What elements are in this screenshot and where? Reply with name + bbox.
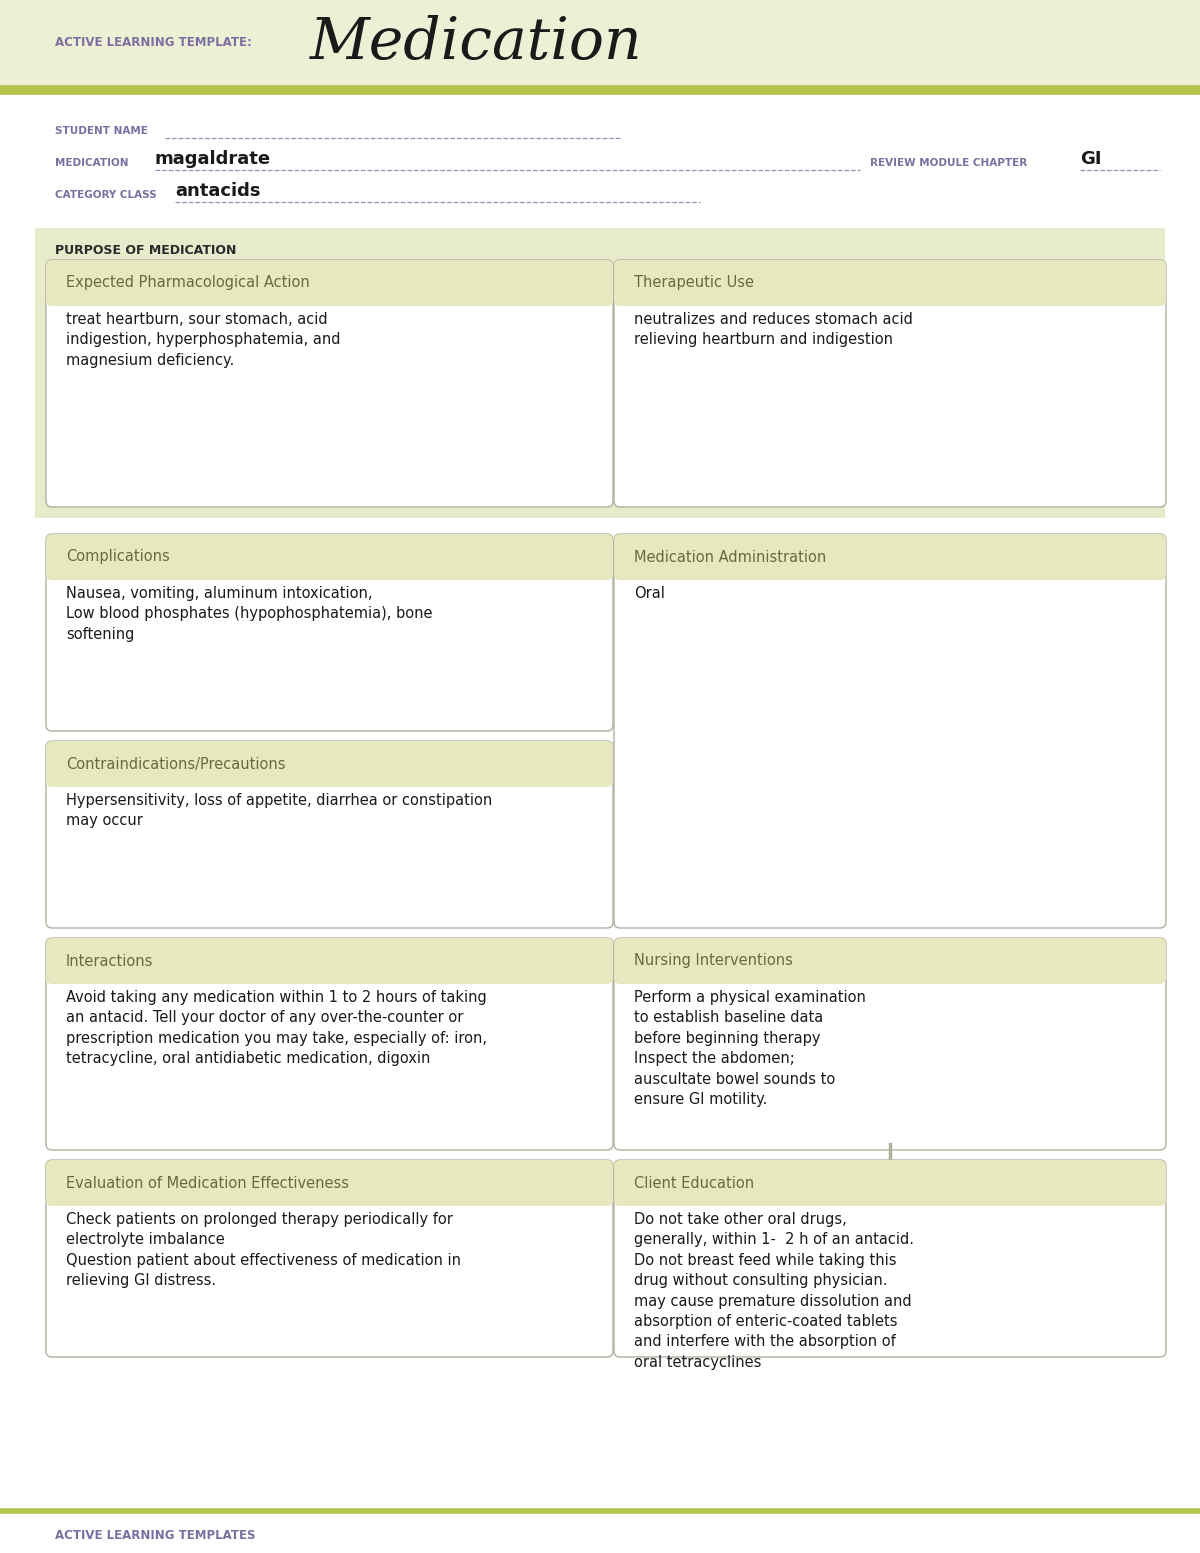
Text: antacids: antacids [175,182,260,200]
FancyBboxPatch shape [46,259,613,506]
Text: CATEGORY CLASS: CATEGORY CLASS [55,189,157,200]
FancyBboxPatch shape [620,540,1160,575]
FancyBboxPatch shape [52,1166,607,1200]
FancyBboxPatch shape [614,534,1166,579]
FancyBboxPatch shape [46,938,613,1151]
Text: ACTIVE LEARNING TEMPLATE:: ACTIVE LEARNING TEMPLATE: [55,37,252,50]
FancyBboxPatch shape [52,266,607,300]
Text: Medication: Medication [310,14,643,71]
Text: PURPOSE OF MEDICATION: PURPOSE OF MEDICATION [55,244,236,256]
Text: Medication Administration: Medication Administration [634,550,827,564]
Text: Nausea, vomiting, aluminum intoxication,
Low blood phosphates (hypophosphatemia): Nausea, vomiting, aluminum intoxication,… [66,585,432,641]
Text: Interactions: Interactions [66,954,154,969]
Text: Hypersensitivity, loss of appetite, diarrhea or constipation
may occur: Hypersensitivity, loss of appetite, diar… [66,794,492,828]
FancyBboxPatch shape [614,534,1166,929]
FancyBboxPatch shape [46,534,613,731]
Text: Check patients on prolonged therapy periodically for
electrolyte imbalance
Quest: Check patients on prolonged therapy peri… [66,1211,461,1287]
Text: REVIEW MODULE CHAPTER: REVIEW MODULE CHAPTER [870,158,1027,168]
FancyBboxPatch shape [0,0,1200,90]
FancyBboxPatch shape [620,266,1160,300]
Text: Therapeutic Use: Therapeutic Use [634,275,754,290]
FancyBboxPatch shape [52,747,607,781]
FancyBboxPatch shape [46,259,613,306]
FancyBboxPatch shape [620,1166,1160,1200]
Text: MEDICATION: MEDICATION [55,158,128,168]
FancyBboxPatch shape [46,1160,613,1357]
FancyBboxPatch shape [52,540,607,575]
FancyBboxPatch shape [614,938,1166,1151]
Text: Complications: Complications [66,550,169,564]
FancyBboxPatch shape [614,1160,1166,1207]
FancyBboxPatch shape [614,259,1166,306]
FancyBboxPatch shape [46,741,613,787]
Text: Contraindications/Precautions: Contraindications/Precautions [66,756,286,772]
Text: treat heartburn, sour stomach, acid
indigestion, hyperphosphatemia, and
magnesiu: treat heartburn, sour stomach, acid indi… [66,312,341,368]
Text: Expected Pharmacological Action: Expected Pharmacological Action [66,275,310,290]
Text: ACTIVE LEARNING TEMPLATES: ACTIVE LEARNING TEMPLATES [55,1530,256,1542]
FancyBboxPatch shape [614,1160,1166,1357]
Text: Do not take other oral drugs,
generally, within 1-  2 h of an antacid.
Do not br: Do not take other oral drugs, generally,… [634,1211,914,1370]
FancyBboxPatch shape [614,259,1166,506]
Text: Avoid taking any medication within 1 to 2 hours of taking
an antacid. Tell your : Avoid taking any medication within 1 to … [66,989,487,1067]
FancyBboxPatch shape [35,228,1165,519]
FancyBboxPatch shape [46,741,613,929]
FancyBboxPatch shape [52,944,607,978]
Text: neutralizes and reduces stomach acid
relieving heartburn and indigestion: neutralizes and reduces stomach acid rel… [634,312,913,348]
Text: Perform a physical examination
to establish baseline data
before beginning thera: Perform a physical examination to establ… [634,989,866,1107]
Text: Evaluation of Medication Effectiveness: Evaluation of Medication Effectiveness [66,1176,349,1191]
FancyBboxPatch shape [614,938,1166,985]
FancyBboxPatch shape [46,938,613,985]
Text: magaldrate: magaldrate [155,151,271,168]
Text: Client Education: Client Education [634,1176,754,1191]
Text: STUDENT NAME: STUDENT NAME [55,126,148,137]
Text: GI: GI [1080,151,1102,168]
FancyBboxPatch shape [46,534,613,579]
Text: Oral: Oral [634,585,665,601]
FancyBboxPatch shape [46,1160,613,1207]
Text: Nursing Interventions: Nursing Interventions [634,954,793,969]
FancyBboxPatch shape [620,944,1160,978]
